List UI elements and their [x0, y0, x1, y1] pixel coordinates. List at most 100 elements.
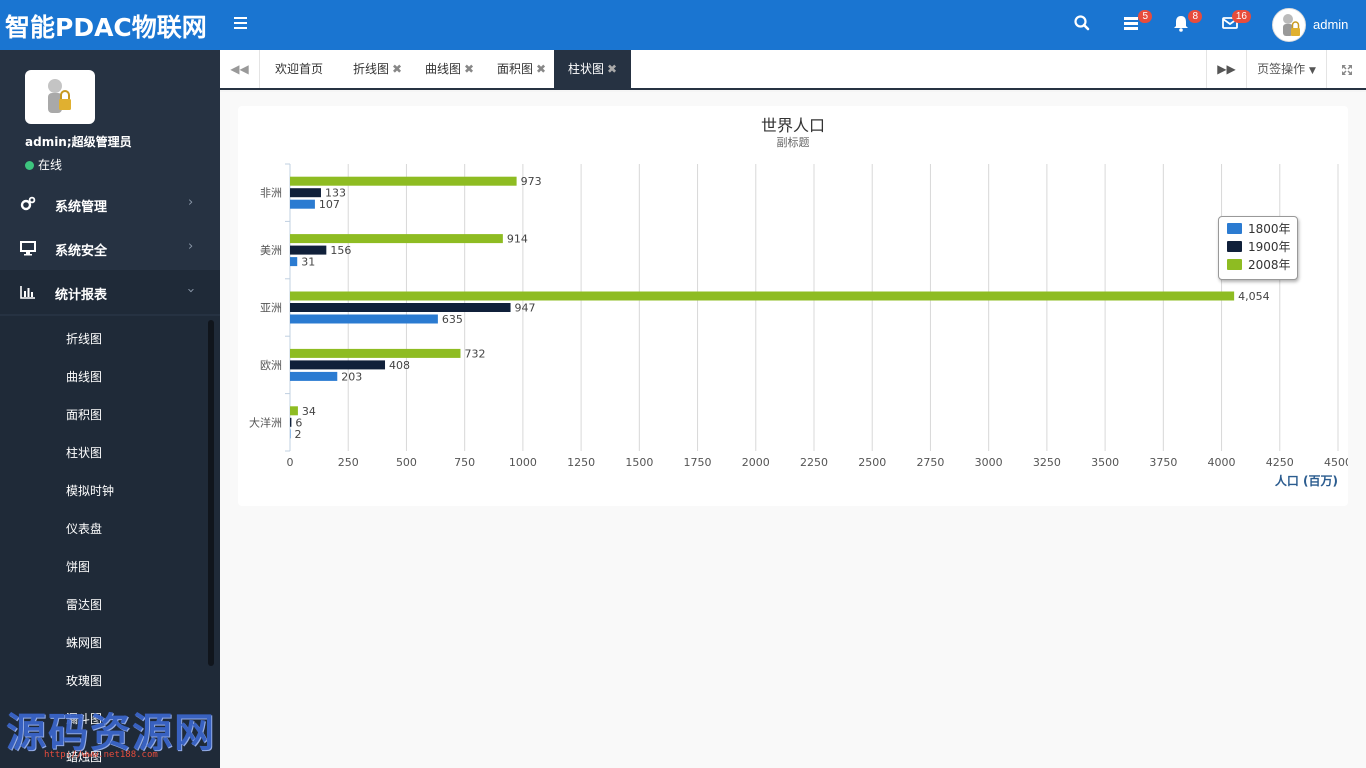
data-label: 2 — [295, 428, 302, 441]
x-tick-label: 1500 — [625, 456, 653, 469]
data-label: 34 — [302, 405, 316, 418]
bar-2008年 — [290, 406, 298, 416]
legend-swatch-2008 — [1227, 259, 1242, 270]
legend-item-2008[interactable]: 2008年 — [1227, 258, 1291, 272]
page-ops-dropdown[interactable]: 页签操作 ▼ — [1246, 50, 1326, 88]
bar-1800年 — [290, 429, 291, 439]
tab-scroll-left-icon[interactable]: ◀◀ — [220, 50, 260, 88]
x-tick-label: 3250 — [1033, 456, 1061, 469]
close-icon[interactable]: ✖ — [536, 62, 547, 76]
data-label: 6 — [295, 416, 302, 429]
user-avatar[interactable] — [1272, 8, 1306, 42]
data-label: 156 — [330, 244, 351, 257]
legend-item-1900[interactable]: 1900年 — [1227, 240, 1291, 254]
chart-title: 世界人口 — [761, 116, 825, 135]
tab-curve-chart[interactable]: 曲线图 ✖ — [425, 50, 474, 88]
chevron-right-icon: › — [188, 195, 194, 210]
submenu-item[interactable]: 曲线图 — [66, 370, 103, 384]
tab-bar-chart[interactable]: 柱状图 ✖ — [554, 50, 632, 88]
bar-chart-icon — [20, 284, 36, 300]
category-label: 美洲 — [260, 244, 282, 257]
bar-1800年 — [290, 371, 338, 381]
tab-label: 曲线图 — [425, 62, 462, 76]
tab-label: 折线图 — [353, 62, 390, 76]
chevron-right-icon: › — [188, 239, 194, 254]
bar-1900年 — [290, 303, 511, 312]
submenu-item[interactable]: 玫瑰图 — [66, 674, 103, 688]
category-label: 亚洲 — [260, 302, 282, 315]
nav-system-security[interactable]: 系统安全 › — [0, 226, 220, 270]
menu-toggle-icon[interactable] — [234, 14, 254, 36]
close-icon[interactable]: ✖ — [464, 62, 475, 76]
nav-statistics-reports[interactable]: 统计报表 › — [0, 270, 220, 314]
close-icon[interactable]: ✖ — [607, 62, 618, 76]
nav-label: 系统安全 — [55, 244, 108, 259]
close-icon[interactable]: ✖ — [392, 62, 403, 76]
sidebar-scrollbar[interactable] — [208, 320, 214, 666]
submenu-item[interactable]: 饼图 — [66, 560, 91, 574]
chevron-down-icon: › — [183, 287, 199, 294]
data-label: 914 — [507, 233, 528, 246]
tab-label: 面积图 — [497, 62, 534, 76]
x-tick-label: 1750 — [684, 456, 712, 469]
submenu-item[interactable]: 模拟时钟 — [66, 484, 115, 498]
search-icon[interactable] — [1073, 14, 1095, 36]
tab-bar: ◀◀ 欢迎首页 折线图 ✖ 曲线图 ✖ 面积图 ✖ 柱状图 ✖ ▶▶ 页签操作 ▼ — [220, 50, 1366, 90]
tab-area-chart[interactable]: 面积图 ✖ — [497, 50, 546, 88]
submenu-item[interactable]: 柱状图 — [66, 446, 103, 460]
submenu-item[interactable]: 仪表盘 — [66, 522, 103, 536]
nav-system-management[interactable]: 系统管理 › — [0, 182, 220, 226]
app-brand[interactable]: 智能PDAC物联网 — [5, 13, 207, 42]
bar-1900年 — [290, 417, 292, 427]
watermark: 源码资源网 — [6, 710, 216, 756]
mail-icon[interactable]: 16 — [1221, 10, 1251, 36]
x-tick-label: 2250 — [800, 456, 828, 469]
main-content: 世界人口 副标题 0 250 500 750 1000 1250 1500 1750 2000 225… — [220, 92, 1366, 768]
submenu-item[interactable]: 雷达图 — [66, 598, 103, 612]
data-label: 408 — [389, 359, 410, 372]
nav-label: 统计报表 — [55, 288, 108, 303]
x-tick-label: 2500 — [858, 456, 886, 469]
page-ops-label: 页签操作 — [1257, 62, 1306, 76]
online-status: 在线 — [25, 156, 62, 173]
submenu-item[interactable]: 蛛网图 — [66, 636, 103, 650]
online-status-label: 在线 — [38, 158, 63, 172]
tab-label: 柱状图 — [568, 62, 605, 76]
tab-home[interactable]: 欢迎首页 — [275, 50, 323, 88]
top-username[interactable]: admin — [1313, 17, 1349, 32]
bar-1800年 — [290, 257, 298, 267]
data-label: 732 — [464, 347, 485, 360]
x-axis-title: 人口 (百万) — [1275, 473, 1338, 488]
bar-2008年 — [290, 348, 461, 358]
chart-subtitle: 副标题 — [777, 135, 810, 149]
legend-item-1800[interactable]: 1800年 — [1227, 222, 1291, 236]
x-tick-label: 4500 — [1324, 456, 1348, 469]
category-label: 非洲 — [260, 187, 282, 200]
bar-1900年 — [290, 360, 386, 370]
bar-1900年 — [290, 188, 321, 198]
submenu-item[interactable]: 漏斗图 — [66, 712, 103, 726]
x-tick-label: 0 — [287, 456, 294, 469]
tab-scroll-right-icon[interactable]: ▶▶ — [1206, 50, 1246, 88]
x-tick-label: 3500 — [1091, 456, 1119, 469]
submenu-item[interactable]: 折线图 — [66, 332, 103, 346]
monitor-icon — [20, 240, 36, 256]
legend-swatch-1800 — [1227, 223, 1242, 234]
data-label: 203 — [341, 370, 362, 383]
data-label: 107 — [319, 198, 340, 211]
fullscreen-icon[interactable] — [1326, 50, 1366, 88]
tab-line-chart[interactable]: 折线图 ✖ — [353, 50, 402, 88]
messages-icon[interactable]: 5 — [1122, 10, 1152, 36]
online-dot-icon — [25, 161, 34, 170]
profile-name: admin;超级管理员 — [25, 135, 132, 149]
data-label: 973 — [521, 175, 542, 188]
submenu-item[interactable]: 面积图 — [66, 408, 103, 422]
submenu-item[interactable]: 蜡烛图 — [66, 750, 103, 764]
bell-icon[interactable]: 8 — [1172, 10, 1202, 36]
data-label: 4,054 — [1238, 290, 1270, 303]
data-label: 31 — [301, 256, 315, 269]
x-tick-label: 1250 — [567, 456, 595, 469]
data-label: 947 — [515, 302, 536, 315]
legend-label: 2008年 — [1248, 258, 1291, 272]
